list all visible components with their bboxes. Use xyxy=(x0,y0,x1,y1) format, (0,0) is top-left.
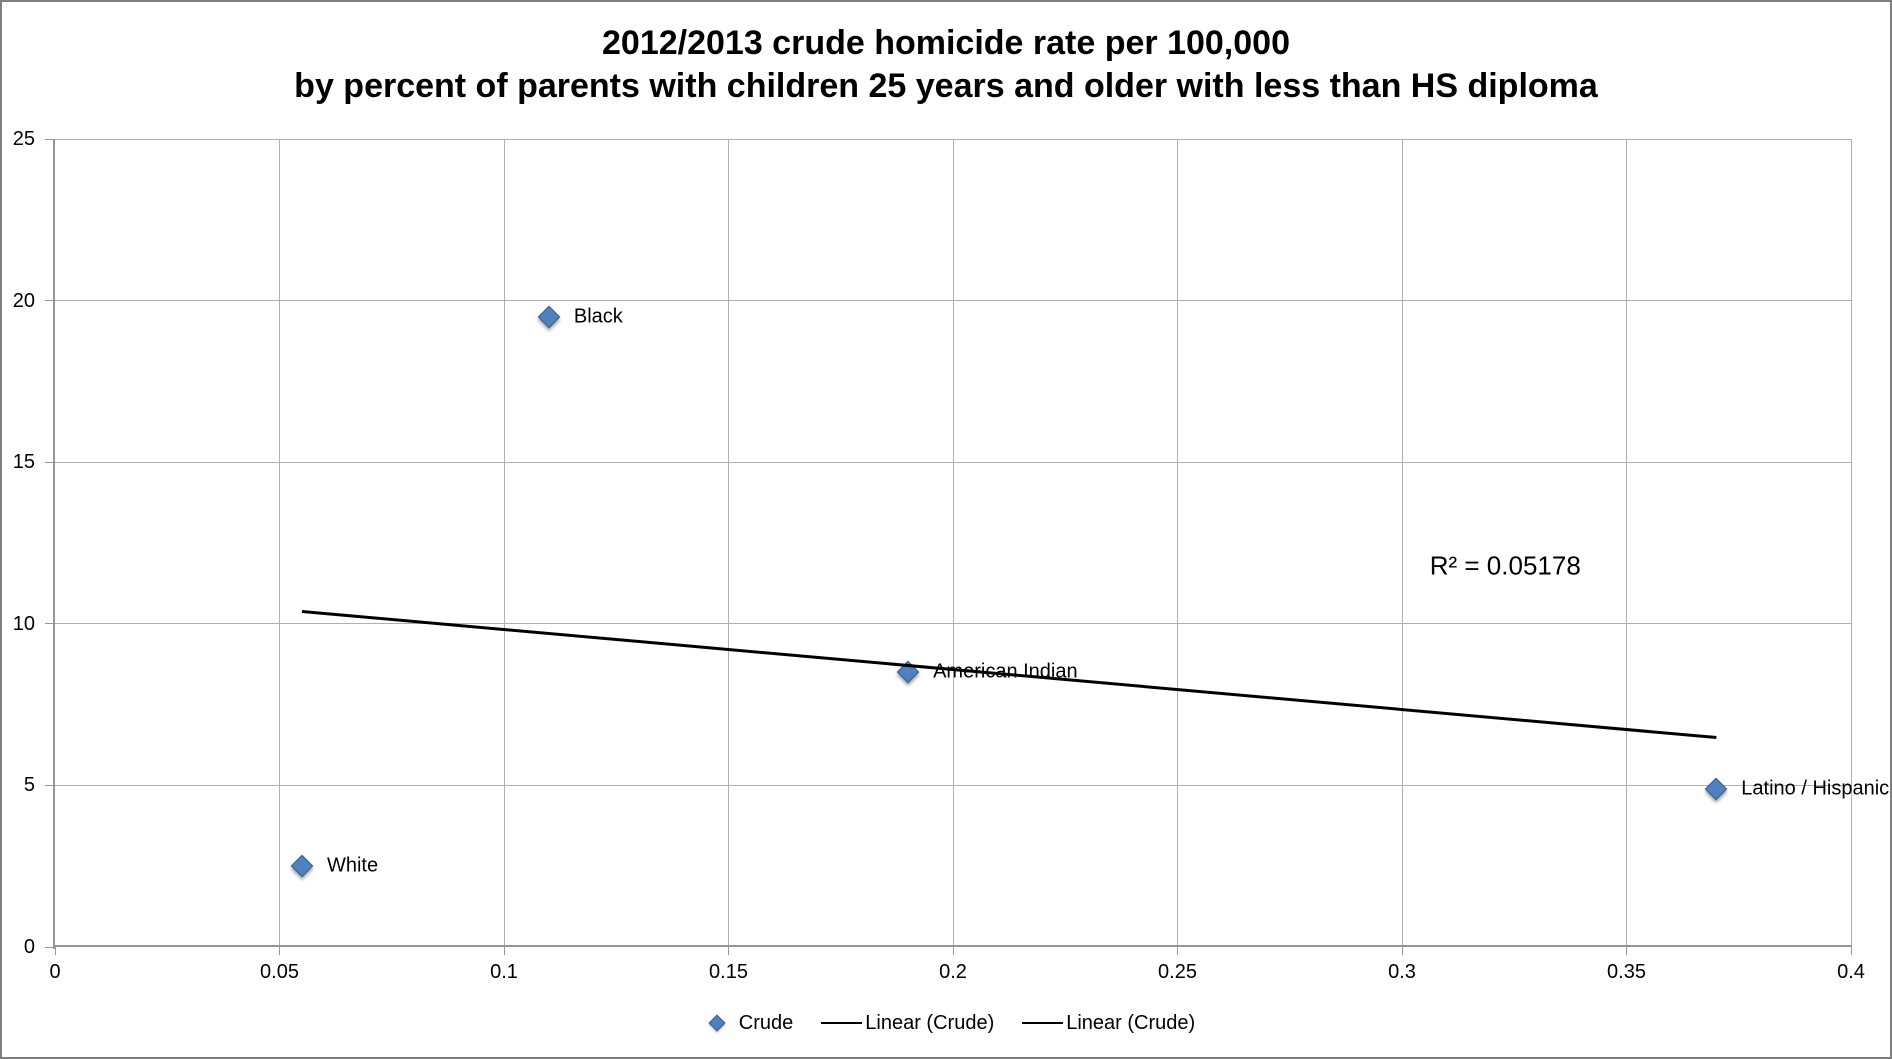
diamond-marker-icon xyxy=(708,1014,726,1032)
y-axis-tick xyxy=(45,946,53,948)
y-axis-tick xyxy=(45,784,53,786)
x-axis-tick-label: 0 xyxy=(49,961,61,983)
x-axis-tick xyxy=(503,947,505,955)
legend-item-crude[interactable]: Crude xyxy=(708,1011,794,1035)
x-axis-line xyxy=(53,945,1852,947)
legend-item-linear-crude-2[interactable]: Linear (Crude) xyxy=(1022,1012,1195,1035)
trendline-sample-icon xyxy=(1022,1021,1064,1025)
x-gridline xyxy=(1401,139,1403,947)
x-axis-tick xyxy=(1177,947,1178,955)
chart-title-line2: by percent of parents with children 25 y… xyxy=(294,67,1598,105)
data-point-label: Black xyxy=(573,305,623,328)
x-gridline xyxy=(728,139,729,947)
x-axis-tick xyxy=(279,947,280,955)
y-gridline xyxy=(55,300,1851,302)
x-gridline xyxy=(503,139,505,947)
y-gridline xyxy=(55,461,1851,463)
x-axis-tick-label: 0.4 xyxy=(1837,961,1865,983)
legend-label-linear-crude-1: Linear (Crude) xyxy=(865,1011,995,1034)
data-point-label: Latino / Hispanic xyxy=(1741,777,1890,800)
data-point-label: White xyxy=(326,854,379,877)
x-axis-tick-label: 0.25 xyxy=(1158,961,1197,983)
trendline[interactable] xyxy=(301,609,1717,739)
chart-legend: Crude Linear (Crude) Linear (Crude) xyxy=(55,1006,1851,1040)
y-axis-tick-label: 20 xyxy=(12,289,35,312)
x-axis-tick-label: 0.35 xyxy=(1607,961,1646,983)
y-axis-tick-label: 0 xyxy=(23,936,35,958)
y-axis-tick xyxy=(45,461,53,463)
y-axis-line xyxy=(53,139,55,949)
plot-area: 0 0.05 0.1 0.15 0.2 0.25 0.3 0.35 0.4 0 5 10 15 20 25 W… xyxy=(13,128,1889,983)
y-axis-tick xyxy=(45,300,53,302)
x-axis-tick-label: 0.1 xyxy=(490,961,518,983)
x-axis-tick-label: 0.3 xyxy=(1388,961,1416,983)
data-point-marker-black[interactable] xyxy=(537,305,561,329)
y-axis-tick xyxy=(45,623,53,625)
x-axis-tick xyxy=(1850,947,1852,955)
x-gridline xyxy=(279,139,280,947)
legend-item-linear-crude-1[interactable]: Linear (Crude) xyxy=(821,1012,994,1035)
y-axis-tick-label: 5 xyxy=(23,774,35,797)
x-axis-tick xyxy=(952,947,954,955)
y-axis-tick-label: 10 xyxy=(12,612,35,635)
x-axis-tick-label: 0.05 xyxy=(260,961,299,983)
y-axis-tick-label: 15 xyxy=(12,451,35,474)
x-gridline xyxy=(952,139,954,947)
chart-title: 2012/2013 crude homicide rate per 100,00… xyxy=(2,22,1890,108)
y-gridline xyxy=(55,623,1851,625)
y-axis-tick xyxy=(45,138,53,140)
data-point-marker-white[interactable] xyxy=(290,854,314,878)
x-axis-tick-label: 0.15 xyxy=(709,961,748,983)
x-gridline xyxy=(1626,139,1627,947)
y-axis-tick-label: 25 xyxy=(12,128,35,150)
y-gridline xyxy=(55,138,1851,140)
legend-label-linear-crude-2: Linear (Crude) xyxy=(1066,1011,1196,1034)
x-axis-tick xyxy=(54,947,56,955)
y-gridline xyxy=(55,784,1851,786)
r-squared-label: R² = 0.05178 xyxy=(1429,550,1581,581)
data-point-marker-latino-hispanic[interactable] xyxy=(1704,777,1728,800)
legend-label-crude: Crude xyxy=(738,1011,794,1034)
x-axis-tick-label: 0.2 xyxy=(939,961,967,983)
x-gridline xyxy=(1177,139,1178,947)
x-gridline xyxy=(1850,139,1852,947)
x-axis-tick xyxy=(1626,947,1627,955)
trendline-sample-icon xyxy=(821,1021,863,1025)
x-axis-tick xyxy=(1401,947,1403,955)
chart-title-line1: 2012/2013 crude homicide rate per 100,00… xyxy=(602,24,1290,62)
x-axis-tick xyxy=(728,947,729,955)
